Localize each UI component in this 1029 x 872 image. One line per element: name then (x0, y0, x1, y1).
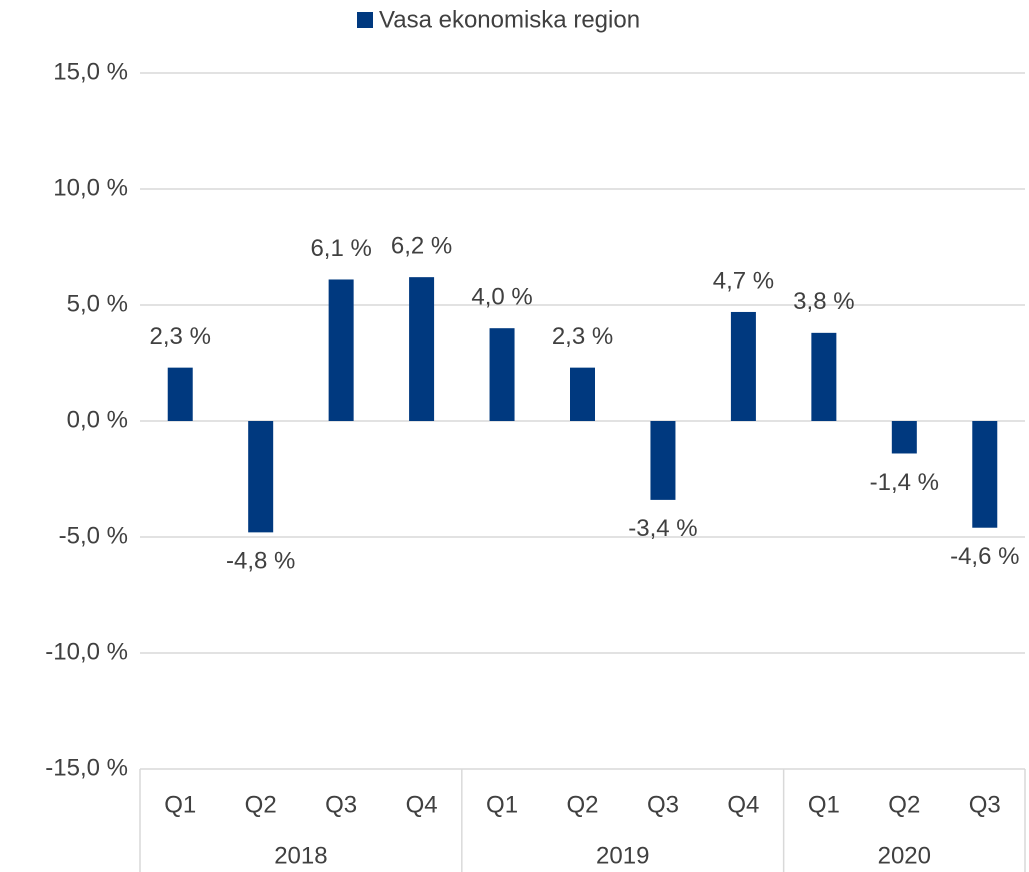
x-tick-label: Q3 (969, 791, 1001, 818)
data-label: -4,6 % (950, 543, 1019, 570)
y-tick-label: -15,0 % (45, 754, 128, 781)
x-tick-label: Q1 (164, 791, 196, 818)
y-tick-label: -5,0 % (59, 522, 128, 549)
group-label: 2020 (878, 842, 931, 869)
x-tick-label: Q3 (325, 791, 357, 818)
bar (650, 421, 676, 500)
bar (328, 279, 354, 421)
y-tick-label: -10,0 % (45, 638, 128, 665)
data-label: 4,0 % (471, 284, 532, 311)
data-label: 2,3 % (150, 323, 211, 350)
data-label: 3,8 % (793, 288, 854, 315)
x-tick-label: Q2 (888, 791, 920, 818)
bar (409, 277, 435, 421)
y-tick-label: 5,0 % (67, 290, 128, 317)
data-label: -1,4 % (870, 469, 939, 496)
group-label: 2019 (596, 842, 649, 869)
bar (811, 332, 837, 421)
group-label: 2018 (274, 842, 327, 869)
bar (489, 328, 515, 421)
bar (730, 311, 756, 421)
x-tick-label: Q4 (727, 791, 759, 818)
bar (972, 421, 998, 528)
x-tick-label: Q1 (486, 791, 518, 818)
y-tick-label: 0,0 % (67, 406, 128, 433)
data-label: -3,4 % (628, 515, 697, 542)
x-tick-label: Q4 (406, 791, 438, 818)
data-label: 6,1 % (310, 235, 371, 262)
data-label: 6,2 % (391, 233, 452, 260)
x-tick-label: Q2 (566, 791, 598, 818)
x-tick-label: Q2 (245, 791, 277, 818)
x-tick-label: Q1 (808, 791, 840, 818)
bar (891, 421, 917, 454)
data-label: 4,7 % (713, 267, 774, 294)
data-label: 2,3 % (552, 323, 613, 350)
data-label: -4,8 % (226, 548, 295, 575)
y-tick-label: 15,0 % (53, 58, 128, 85)
y-tick-label: 10,0 % (53, 174, 128, 201)
legend-label: Vasa ekonomiska region (379, 6, 640, 33)
bar (167, 367, 193, 421)
x-tick-label: Q3 (647, 791, 679, 818)
legend-swatch (357, 12, 373, 28)
bar (570, 367, 595, 421)
bar (248, 421, 274, 533)
